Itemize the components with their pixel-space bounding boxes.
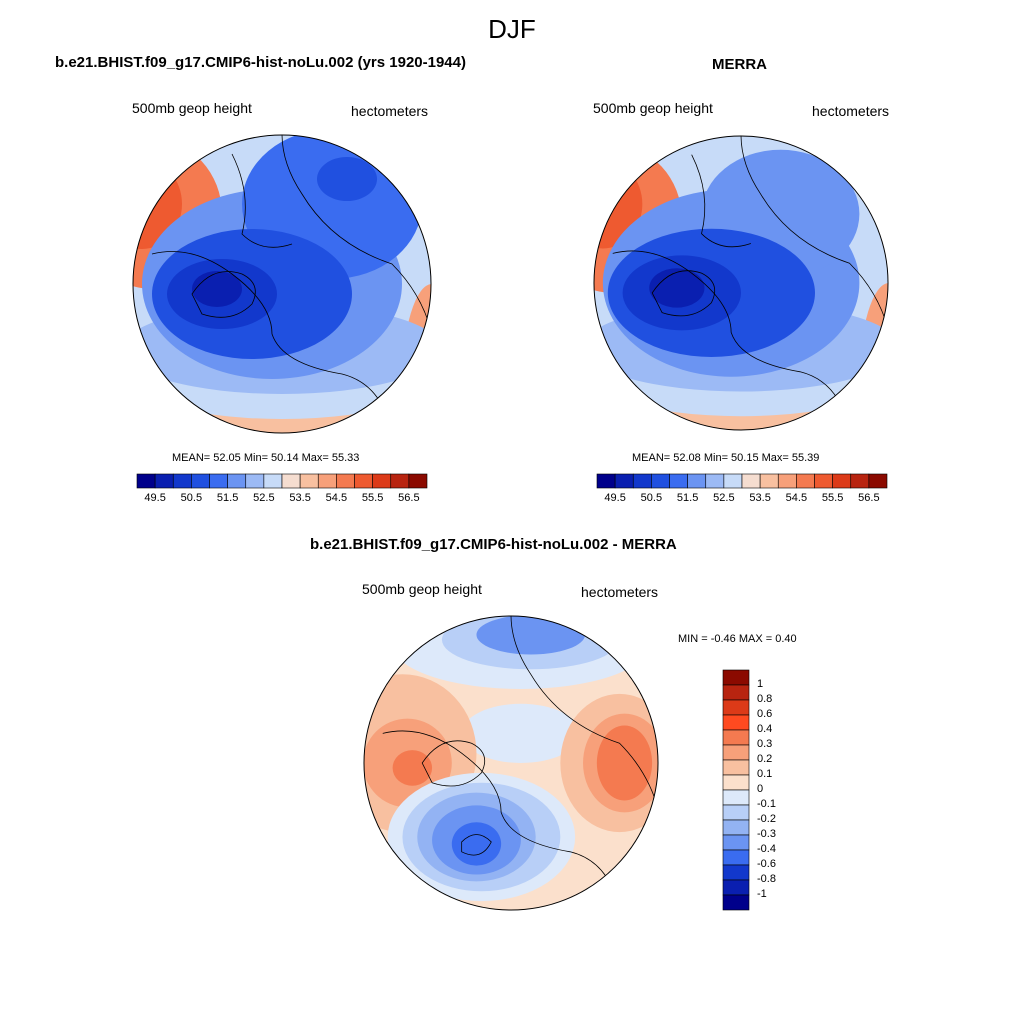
panel1-colorbar-swatch [191,473,210,489]
panel3-colorbar-swatch [722,774,750,791]
panel2-colorbar [596,473,888,489]
panel3-colorbar-swatch [722,864,750,881]
panel3-colorbar-swatch [722,744,750,761]
panel2-colorbar-tick-label: 49.5 [604,492,626,504]
panel1-colorbar-tick-label: 54.5 [325,492,348,504]
panel3-colorbar-swatch [722,714,750,731]
panel1-colorbar-swatch [281,473,301,489]
panel2-colorbar-swatch [814,473,833,489]
panel2-variable-label: 500mb geop height [593,100,713,116]
panel1-colorbar-swatch [317,473,337,489]
figure-title: DJF [488,14,536,44]
panel1-colorbar-swatch [408,473,428,489]
panel3-colorbar-swatch [722,879,750,896]
panel2-colorbar-swatch [741,473,761,489]
panel3-colorbar-swatch [722,759,750,776]
panel3-units-label: hectometers [581,584,659,600]
panel1-colorbar-swatch [336,473,355,489]
panel1-colorbar-swatch [209,473,228,489]
panel2-colorbar-swatch [759,473,779,489]
panel2-colorbar-tick-label: 55.5 [821,492,844,504]
panel2-stats: MEAN= 52.08 Min= 50.15 Max= 55.39 [632,452,820,464]
panel1-colorbar [136,473,428,489]
panel3-colorbar-swatch [722,699,750,716]
panel3-colorbar-swatch [722,819,750,836]
panel2-colorbar-tick-label: 51.5 [676,492,699,504]
panel3-stats: MIN = -0.46 MAX = 0.40 [678,633,797,645]
panel1-colorbar-swatch [390,473,410,489]
panel3-colorbar-swatch [722,894,750,911]
panel3-colorbar-tick-label: 0.2 [757,753,773,765]
panel2-colorbar-swatch [868,473,888,489]
panel3-colorbar-tick-label: 0 [757,783,764,795]
panel2-colorbar-swatch [596,473,616,489]
panel2-colorbar-tick-label: 53.5 [749,492,771,504]
panel3-colorbar-swatch [722,684,750,701]
panel3-colorbar-swatch [722,849,750,866]
panel3-colorbar-tick-label: 1 [757,678,764,690]
panel3-colorbar-tick-label: 0.6 [757,708,773,720]
panel2-colorbar-swatch [705,473,725,489]
panel2-polar-map [593,135,889,431]
panel2-units-label: hectometers [812,103,890,119]
panel2-colorbar-tick-label: 50.5 [640,492,663,504]
panel1-colorbar-tick-label: 55.5 [361,492,384,504]
panel2-colorbar-tick-label: 56.5 [858,492,880,504]
panel2-colorbar-swatch [777,473,797,489]
panel3-colorbar-tick-label: -0.1 [757,798,776,810]
panel3-colorbar [722,669,750,911]
panel1-variable-label: 500mb geop height [132,100,252,116]
panel2-colorbar-swatch [723,473,743,489]
panel1-colorbar-tick-label: 52.5 [253,492,275,504]
panel3-colorbar-tick-label: -0.6 [757,858,776,870]
panel1-colorbar-tick-label: 56.5 [398,492,420,504]
panel2-colorbar-swatch [669,473,688,489]
panel3-variable-label: 500mb geop height [362,581,482,597]
panel3-colorbar-swatch [722,729,750,746]
panel1-polar-map [132,134,432,434]
panel1-stats: MEAN= 52.05 Min= 50.14 Max= 55.33 [172,452,360,464]
panel1-colorbar-swatch [354,473,373,489]
panel3-colorbar-tick-label: -0.4 [757,843,776,855]
panel2-colorbar-swatch [850,473,870,489]
panel3-colorbar-tick-label: -1 [757,888,767,900]
panel1-colorbar-swatch [372,473,392,489]
panel1-colorbar-tick-label: 49.5 [144,492,166,504]
panel2-colorbar-swatch [614,473,634,489]
panel3-colorbar-swatch [722,804,750,821]
panel3-colorbar-tick-label: 0.4 [757,723,773,735]
panel3-colorbar-tick-label: 0.8 [757,693,773,705]
panel1-colorbar-swatch [136,473,156,489]
panel3-colorbar-swatch [722,789,750,806]
panel2-title: MERRA [712,56,767,73]
panel1-colorbar-tick-label: 53.5 [289,492,311,504]
panel2-colorbar-swatch [832,473,852,489]
panel2-colorbar-tick-label: 54.5 [785,492,808,504]
panel2-colorbar-swatch [651,473,670,489]
panel1-title: b.e21.BHIST.f09_g17.CMIP6-hist-noLu.002 … [55,54,466,71]
panel1-colorbar-swatch [172,473,192,489]
panel3-colorbar-tick-label: -0.2 [757,813,776,825]
panel1-colorbar-swatch [299,473,319,489]
panel3-colorbar-tick-label: 0.3 [757,738,773,750]
panel2-colorbar-swatch [687,473,707,489]
panel1-colorbar-swatch [245,473,265,489]
panel3-polar-map [363,615,659,911]
panel2-colorbar-swatch [632,473,652,489]
panel3-colorbar-swatch [722,669,750,686]
panel3-colorbar-tick-label: -0.8 [757,873,776,885]
panel1-colorbar-tick-label: 51.5 [216,492,239,504]
panel1-colorbar-swatch [154,473,174,489]
panel2-colorbar-swatch [796,473,815,489]
panel3-colorbar-tick-label: 0.1 [757,768,773,780]
panel2-colorbar-tick-label: 52.5 [713,492,735,504]
panel3-colorbar-swatch [722,834,750,851]
panel1-colorbar-tick-label: 50.5 [180,492,203,504]
panel3-colorbar-tick-label: -0.3 [757,828,776,840]
panel3-title: b.e21.BHIST.f09_g17.CMIP6-hist-noLu.002 … [310,536,677,553]
panel1-colorbar-swatch [227,473,247,489]
panel1-colorbar-swatch [263,473,283,489]
panel1-units-label: hectometers [351,103,429,119]
